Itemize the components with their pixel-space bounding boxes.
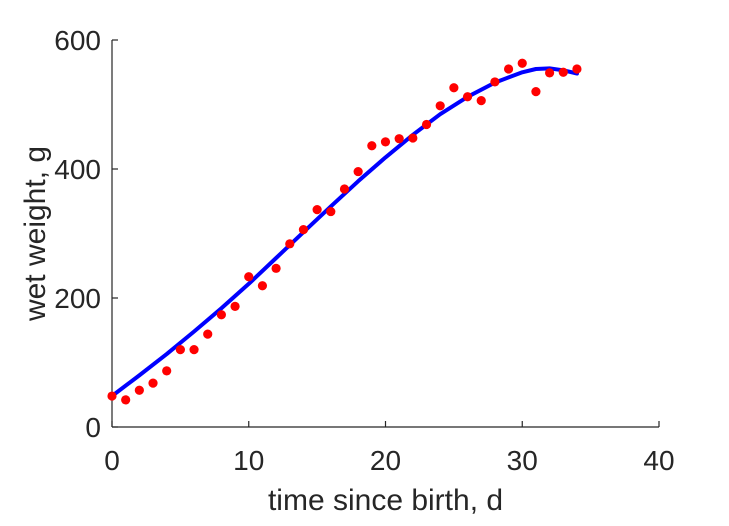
data-point	[353, 166, 363, 177]
data-point	[572, 64, 582, 74]
data-point	[121, 395, 131, 405]
x-tick-labels: 0 10 20 30 40	[104, 445, 674, 476]
data-point	[421, 119, 432, 130]
data-point	[107, 391, 117, 401]
x-tick-label: 10	[233, 445, 264, 476]
data-point	[476, 96, 486, 106]
data-point	[517, 58, 527, 68]
data-point	[148, 378, 158, 388]
data-point	[216, 310, 226, 320]
data-point	[462, 92, 473, 102]
data-point	[408, 133, 418, 143]
data-point	[503, 64, 514, 74]
x-tick-label: 20	[370, 445, 401, 476]
y-tick-label: 0	[85, 412, 101, 443]
x-tick-label: 40	[643, 445, 674, 476]
data-point	[189, 345, 199, 355]
data-point	[339, 184, 350, 194]
data-point	[367, 141, 377, 151]
x-axis-label: time since birth, d	[268, 484, 503, 517]
x-tick-label: 30	[507, 445, 538, 476]
data-point	[203, 329, 213, 339]
axes	[111, 39, 660, 428]
y-tick-label: 400	[54, 154, 101, 185]
data-point	[490, 77, 500, 87]
data-point	[162, 366, 172, 376]
data-point	[244, 272, 254, 282]
data-point	[531, 87, 541, 97]
data-point	[285, 239, 295, 249]
data-point	[326, 206, 336, 217]
y-tick-label: 600	[54, 25, 101, 56]
data-point	[175, 345, 185, 355]
data-point-series	[107, 58, 582, 405]
data-point	[312, 205, 322, 215]
data-point	[435, 101, 445, 111]
data-point	[380, 137, 391, 147]
data-point	[545, 68, 555, 78]
data-point	[394, 134, 404, 144]
data-point	[558, 67, 568, 77]
fit-line-series	[110, 66, 579, 398]
data-point	[271, 263, 281, 273]
data-point	[257, 281, 268, 291]
data-point	[449, 83, 459, 93]
x-tick-label: 0	[104, 445, 120, 476]
y-axis-label: wet weight, g	[19, 146, 52, 322]
data-point	[134, 385, 144, 395]
fit-curve-line	[110, 66, 579, 398]
y-tick-labels: 0 200 400 600	[54, 25, 101, 443]
data-point	[230, 301, 240, 311]
y-tick-label: 200	[54, 283, 101, 314]
data-point	[298, 225, 309, 235]
